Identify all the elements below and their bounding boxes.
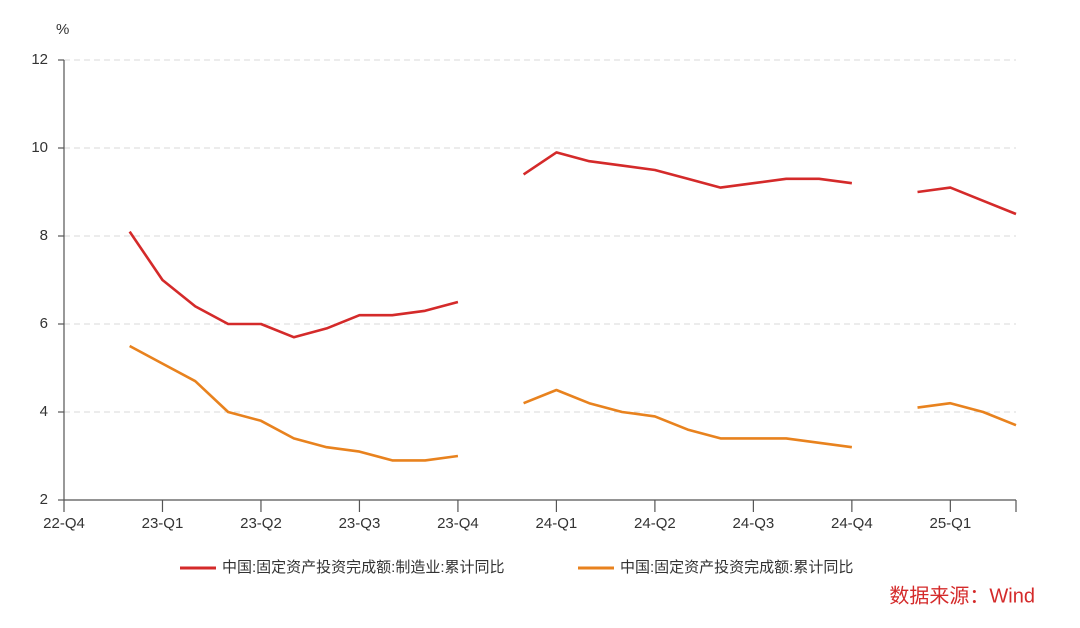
y-tick-label: 12: [31, 51, 48, 68]
x-tick-label: 24-Q1: [536, 515, 578, 532]
x-tick-label: 23-Q2: [240, 515, 282, 532]
x-tick-label: 22-Q4: [43, 515, 85, 532]
y-tick-label: 2: [40, 491, 48, 508]
y-unit: %: [56, 21, 69, 38]
x-tick-label: 24-Q4: [831, 515, 873, 532]
x-tick-label: 23-Q4: [437, 515, 479, 532]
source-note: 数据来源：Wind: [889, 584, 1035, 607]
y-tick-label: 8: [40, 227, 48, 244]
x-tick-label: 25-Q1: [929, 515, 971, 532]
y-tick-label: 4: [40, 403, 48, 420]
series-line: [128, 230, 459, 339]
series-line: [523, 388, 853, 449]
series-line: [129, 344, 459, 462]
y-tick-label: 6: [40, 315, 48, 332]
x-tick-label: 24-Q3: [733, 515, 775, 532]
legend-label: 中国:固定资产投资完成额:制造业:累计同比: [222, 559, 505, 576]
series-line: [522, 151, 853, 189]
x-tick-label: 23-Q1: [142, 515, 184, 532]
y-tick-label: 10: [31, 139, 48, 156]
series-line: [917, 401, 1017, 427]
x-tick-label: 24-Q2: [634, 515, 676, 532]
legend-label: 中国:固定资产投资完成额:累计同比: [620, 559, 853, 576]
series-line: [917, 186, 1017, 216]
x-tick-label: 23-Q3: [339, 515, 381, 532]
